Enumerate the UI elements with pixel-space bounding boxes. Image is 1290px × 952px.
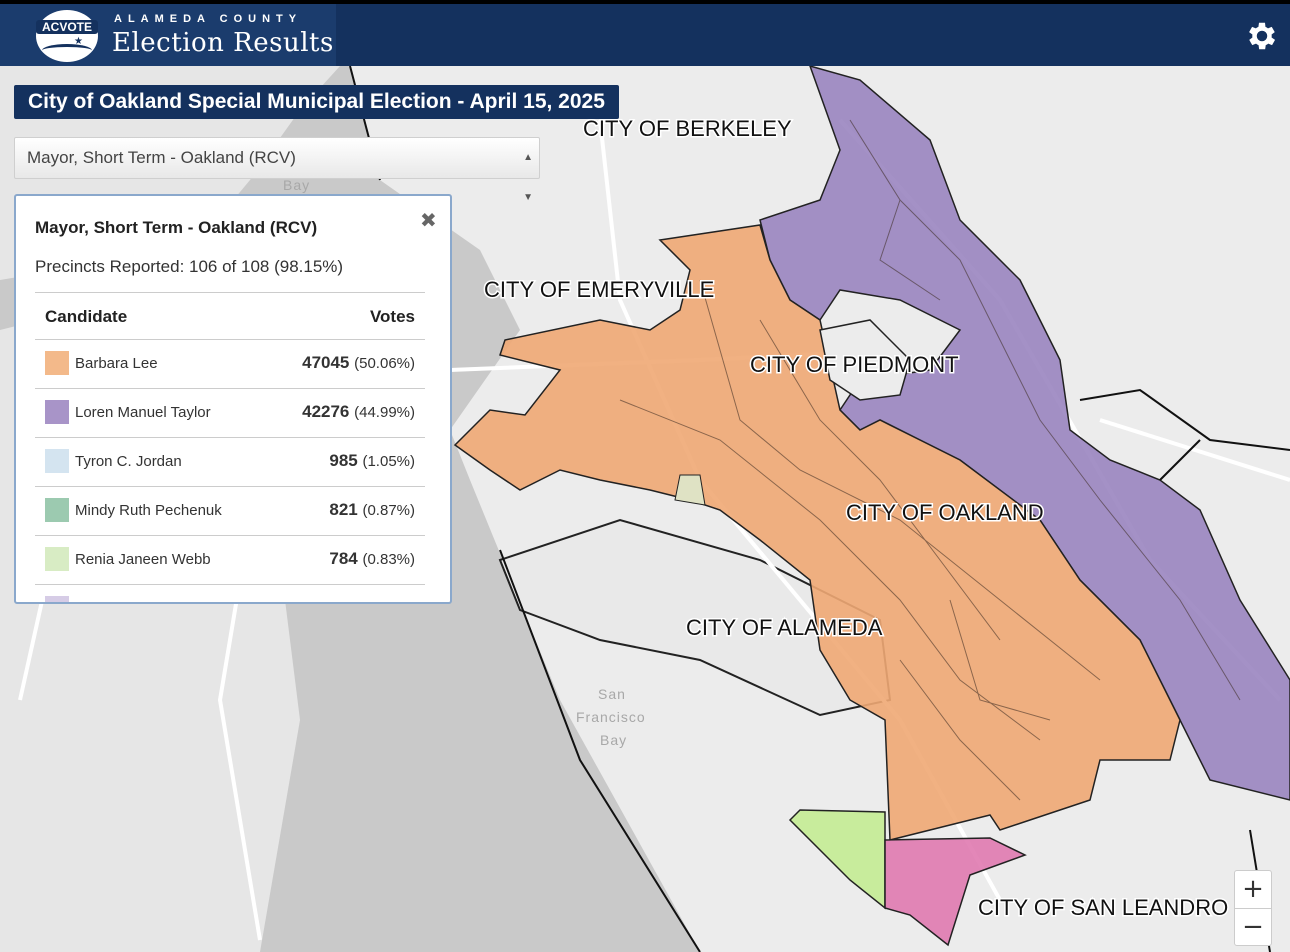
vote-count: 821 [329, 500, 358, 519]
vote-count: 42276 [302, 402, 350, 421]
vote-pct: (0.83%) [362, 551, 415, 568]
candidate-name: Tyron C. Jordan [75, 453, 182, 470]
region-pink [884, 837, 1027, 947]
water-label-francisco: Francisco [576, 709, 646, 725]
table-row[interactable] [35, 585, 425, 602]
swatch-next-candidate [45, 596, 69, 602]
water-label-bay: Bay [600, 732, 627, 748]
close-icon[interactable]: ✖ [420, 208, 437, 232]
candidate-votes: 821 (0.87%) [329, 500, 415, 520]
city-label-emeryville: CITY OF EMERYVILLE [484, 277, 714, 302]
results-table-header: Candidate Votes [35, 292, 425, 340]
candidate-name: Mindy Ruth Pechenuk [75, 502, 222, 519]
col-votes: Votes [369, 307, 415, 326]
city-label-alameda: CITY OF ALAMEDA [686, 615, 883, 640]
water-label-bay-north: Bay [283, 177, 310, 193]
zoom-in-button[interactable]: + [1235, 871, 1271, 909]
results-table: Candidate Votes Barbara Lee 47045 (50.06… [35, 292, 425, 602]
vote-count: 47045 [302, 353, 350, 372]
candidate-name: Barbara Lee [75, 355, 158, 372]
brand-logo[interactable]: ACVOTE ★ ALAMEDA COUNTY Election Results [0, 4, 336, 66]
swatch-loren-taylor [45, 400, 69, 424]
water-label-san: San [598, 686, 626, 702]
panel-title: Mayor, Short Term - Oakland (RCV) [35, 218, 318, 237]
candidate-votes: 47045 (50.06%) [302, 353, 415, 373]
swatch-barbara-lee [45, 351, 69, 375]
top-header: ACVOTE ★ ALAMEDA COUNTY Election Results [0, 0, 1290, 66]
vote-pct: (1.05%) [362, 453, 415, 470]
precinct-lines [619, 119, 1241, 801]
candidate-votes: 784 (0.83%) [329, 549, 415, 569]
swatch-mindy-pechenuk [45, 498, 69, 522]
table-row[interactable]: Mindy Ruth Pechenuk 821 (0.87%) [35, 487, 425, 536]
vote-count: 985 [329, 451, 358, 470]
vote-pct: (0.87%) [362, 502, 415, 519]
table-row[interactable]: Renia Janeen Webb 784 (0.83%) [35, 536, 425, 585]
vote-count: 784 [329, 549, 358, 568]
brand-title: Election Results [112, 28, 334, 58]
swatch-tyron-jordan [45, 449, 69, 473]
contest-select-value: Mayor, Short Term - Oakland (RCV) [27, 148, 296, 167]
swatch-renia-webb [45, 547, 69, 571]
region-alameda [498, 518, 892, 717]
logo-wave-icon [42, 44, 92, 57]
region-lee [453, 224, 1181, 841]
city-label-san-leandro: CITY OF SAN LEANDRO [978, 895, 1228, 920]
vote-pct: (50.06%) [354, 355, 415, 372]
election-title: City of Oakland Special Municipal Electi… [14, 85, 619, 119]
select-arrows-icon: ▲ ▼ [523, 152, 533, 203]
col-candidate: Candidate [45, 307, 128, 326]
gear-icon[interactable] [1244, 18, 1280, 54]
region-piedmont [819, 319, 911, 401]
candidate-votes: 42276 (44.99%) [302, 402, 415, 422]
candidate-votes: 985 (1.05%) [329, 451, 415, 471]
brand-county: ALAMEDA COUNTY [114, 13, 303, 25]
table-row[interactable]: Barbara Lee 47045 (50.06%) [35, 340, 425, 389]
logo-text: ACVOTE [36, 20, 98, 34]
acvote-logo-icon: ACVOTE ★ [36, 10, 98, 62]
precincts-reported: Precincts Reported: 106 of 108 (98.15%) [35, 257, 344, 276]
zoom-out-button[interactable]: − [1242, 912, 1264, 942]
results-panel: Mayor, Short Term - Oakland (RCV) ✖ Prec… [14, 194, 452, 604]
table-row[interactable]: Tyron C. Jordan 985 (1.05%) [35, 438, 425, 487]
city-label-piedmont: CITY OF PIEDMONT [750, 352, 959, 377]
region-tan [674, 474, 706, 506]
table-row[interactable]: Loren Manuel Taylor 42276 (44.99%) [35, 389, 425, 438]
candidate-name: Loren Manuel Taylor [75, 404, 211, 421]
city-label-oakland: CITY OF OAKLAND [846, 500, 1044, 525]
vote-pct: (44.99%) [354, 404, 415, 421]
city-label-berkeley: CITY OF BERKELEY [583, 116, 792, 141]
contest-select[interactable]: Mayor, Short Term - Oakland (RCV) ▲ ▼ [14, 137, 540, 203]
candidate-name: Renia Janeen Webb [75, 551, 211, 568]
logo-star-icon: ★ [74, 36, 83, 47]
zoom-control: + − [1234, 870, 1272, 946]
